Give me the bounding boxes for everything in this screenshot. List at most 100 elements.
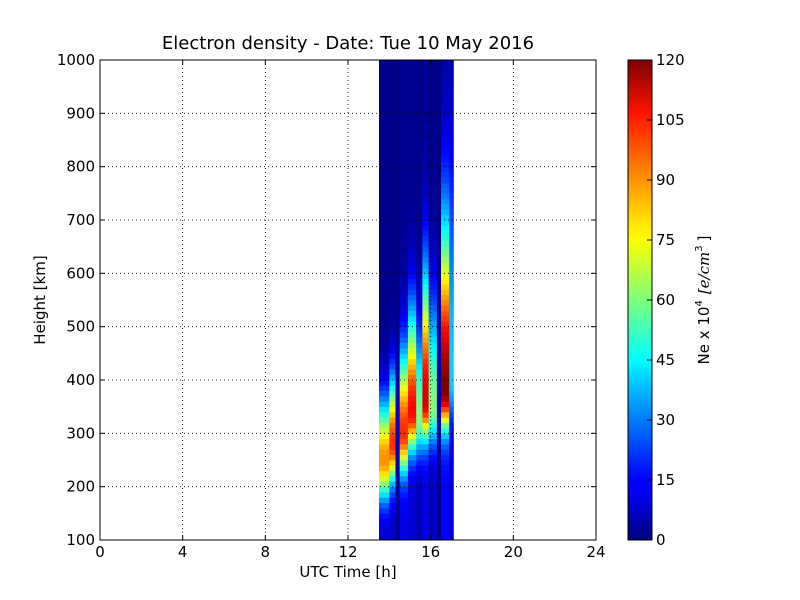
heatmap-cell	[379, 326, 390, 333]
heatmap-cell	[407, 444, 417, 450]
heatmap-cell	[395, 118, 401, 125]
heatmap-cell	[407, 417, 417, 424]
heatmap-cell	[399, 508, 409, 514]
heatmap-cell	[422, 241, 429, 248]
heatmap-cell	[379, 374, 390, 381]
heatmap-cell	[441, 481, 450, 488]
heatmap-cell	[422, 321, 429, 328]
heatmap-cell	[416, 380, 423, 386]
heatmap-cell	[389, 81, 396, 88]
heatmap-cell	[395, 518, 401, 525]
heatmap-cell	[422, 86, 429, 93]
heatmap-cell	[389, 161, 396, 168]
heatmap-cell	[441, 326, 450, 333]
heatmap-cell	[395, 97, 401, 104]
heatmap-cell	[399, 476, 409, 482]
heatmap-cell	[416, 166, 423, 173]
heatmap-cell	[416, 209, 423, 216]
heatmap-cell	[407, 172, 417, 178]
heatmap-cell	[399, 220, 409, 226]
heatmap-cell	[416, 97, 423, 104]
heatmap-cell	[441, 470, 450, 477]
heatmap-cell	[449, 444, 454, 450]
heatmap-cell	[407, 278, 417, 285]
heatmap-cell	[416, 454, 423, 461]
heatmap-cell	[422, 508, 429, 514]
heatmap-cell	[422, 209, 429, 216]
heatmap-cell	[407, 390, 417, 397]
heatmap-cell	[428, 534, 438, 541]
heatmap-cell	[399, 70, 409, 77]
heatmap-cell	[407, 102, 417, 109]
heatmap-cell	[407, 385, 417, 392]
heatmap-cell	[395, 257, 401, 264]
heatmap-cell	[399, 134, 409, 141]
heatmap-cell	[436, 193, 442, 200]
heatmap-cell	[422, 374, 429, 381]
heatmap-cell	[399, 316, 409, 322]
heatmap-cell	[379, 124, 390, 130]
heatmap-cell	[395, 310, 401, 317]
heatmap-cell	[389, 422, 396, 429]
heatmap-cell	[389, 172, 396, 178]
heatmap-cell	[407, 300, 417, 306]
heatmap-cell	[379, 502, 390, 509]
heatmap-cell	[436, 438, 442, 445]
heatmap-cell	[399, 156, 409, 162]
heatmap-cell	[395, 337, 401, 344]
heatmap-cell	[379, 166, 390, 173]
heatmap-cell	[407, 214, 417, 221]
heatmap-cell	[441, 102, 450, 109]
heatmap-cell	[407, 438, 417, 445]
heatmap-cell	[441, 364, 450, 370]
heatmap-cell	[379, 438, 390, 445]
heatmap-cell	[449, 65, 454, 72]
heatmap-cell	[441, 97, 450, 104]
heatmap-cell	[399, 481, 409, 488]
heatmap-cell	[428, 289, 438, 296]
heatmap-cell	[422, 204, 429, 210]
heatmap-cell	[407, 497, 417, 504]
heatmap-cell	[422, 502, 429, 509]
heatmap-cell	[407, 401, 417, 408]
heatmap-cell	[416, 412, 423, 418]
heatmap-cell	[379, 316, 390, 322]
heatmap-cell	[395, 316, 401, 322]
heatmap-cell	[416, 524, 423, 530]
heatmap-cell	[449, 156, 454, 162]
heatmap-cell	[399, 81, 409, 88]
heatmap-cell	[428, 273, 438, 280]
heatmap-cell	[399, 358, 409, 365]
heatmap-cell	[428, 518, 438, 525]
heatmap-cell	[441, 257, 450, 264]
heatmap-cell	[407, 273, 417, 280]
heatmap-cell	[379, 497, 390, 504]
heatmap-cell	[379, 214, 390, 221]
heatmap-cell	[379, 145, 390, 152]
heatmap-cell	[379, 182, 390, 189]
heatmap-cell	[428, 278, 438, 285]
heatmap-cell	[422, 412, 429, 418]
heatmap-cell	[407, 481, 417, 488]
heatmap-cell	[428, 76, 438, 82]
heatmap-cell	[422, 150, 429, 157]
heatmap-cell	[428, 310, 438, 317]
heatmap-cell	[428, 305, 438, 312]
heatmap-cell	[389, 406, 396, 413]
heatmap-cell	[395, 236, 401, 242]
heatmap-cell	[395, 204, 401, 210]
heatmap-cell	[399, 321, 409, 328]
heatmap-cell	[441, 422, 450, 429]
heatmap-cell	[416, 134, 423, 141]
heatmap-cell	[428, 182, 438, 189]
heatmap-cell	[416, 156, 423, 162]
heatmap-cell	[389, 300, 396, 306]
heatmap-cell	[422, 481, 429, 488]
heatmap-cell	[379, 358, 390, 365]
heatmap-cell	[379, 81, 390, 88]
heatmap-cell	[436, 76, 442, 82]
heatmap-cell	[441, 401, 450, 408]
heatmap-cell	[441, 316, 450, 322]
heatmap-cell	[399, 337, 409, 344]
heatmap-cell	[422, 273, 429, 280]
